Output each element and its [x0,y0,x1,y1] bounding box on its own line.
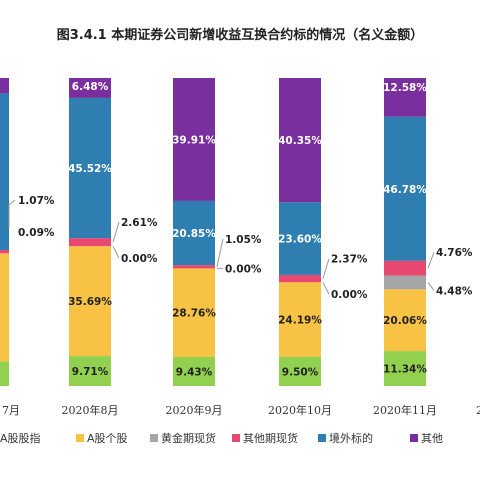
legend: A股股指 A股个股 黄金期现货 其他期现货 境外标的 其他 [0,431,443,445]
bar-segment [279,202,321,275]
bar-segment-partial-1 [0,253,9,362]
callout-label-partial-0: 1.07% [18,195,55,207]
x-axis-ticks: 7月 2020年8月 2020年9月 2020年10月 2020年11月 2 [2,403,480,417]
bar-segment [279,274,321,283]
legend-swatch [232,434,240,442]
leader-line [427,282,435,291]
data-label: 45.52% [68,163,112,175]
data-label: 11.34% [383,364,427,376]
bar-segment [69,356,111,386]
legend-label: A股股指 [0,431,41,445]
data-label: 20.85% [172,228,216,240]
data-label: 6.48% [72,81,109,93]
bar-segment [173,78,215,201]
x-tick-label: 2020年10月 [268,403,332,417]
bar-segment [384,351,426,386]
callout-label: 2.61% [121,217,158,229]
bar-segment-partial-5 [0,78,9,94]
callout-label: 0.00% [331,289,368,301]
callout-label: 2.37% [331,254,368,266]
callout-label-partial-1: 0.09% [18,227,55,239]
x-tick-label: 7月 [2,404,20,417]
bar-segment [69,238,111,247]
bar-segment [384,116,426,261]
leader-line [216,238,224,267]
data-label: 23.60% [278,234,322,246]
callout-label: 4.76% [436,247,473,259]
leader-line [427,251,435,269]
bar-segment [384,260,426,276]
leader-line-partial [8,199,16,227]
bar-segment [173,200,215,266]
callout-label: 0.00% [225,263,262,275]
bar-segment [173,265,215,269]
bar-segment [173,356,215,386]
bar-segment [279,77,321,203]
leader-line [322,258,330,279]
bar-segment [69,246,111,357]
data-label-layer: 1.07% 0.09% 9.71% 35.69% 45.52% 6.48% 2.61% 0.0… [8,81,473,378]
legend-label: 其他期现货 [243,431,298,445]
bar-segment [69,97,111,239]
bar-segment-partial-4 [0,93,9,250]
data-label: 46.78% [383,184,427,196]
data-label: 9.71% [72,366,109,378]
x-tick-label: 2020年9月 [166,403,223,417]
bar-segment [173,268,215,357]
legend-label: 境外标的 [329,431,373,445]
leader-line [112,222,120,243]
data-label: 28.76% [172,308,216,320]
data-label: 24.19% [278,314,322,326]
legend-swatch [76,434,84,442]
legend-swatch [150,434,158,442]
leader-line [112,245,120,259]
bar-segment [384,289,426,352]
data-label: 20.06% [383,315,427,327]
bar-segment [69,77,111,98]
bar-layer [0,77,426,386]
legend-label: 黄金期现货 [161,431,216,445]
legend-swatch [410,434,418,442]
legend-label: A股个股 [87,432,128,445]
chart-title: 图3.4.1 本期证券公司新增收益互换合约标的情况（名义金额） [56,28,424,43]
bar-segment-partial-0 [0,361,9,386]
callout-label: 1.05% [225,234,262,246]
callout-label: 4.48% [436,285,473,297]
data-label: 12.58% [383,82,427,94]
data-label: 40.35% [278,135,322,147]
bar-segment [279,356,321,386]
bar-segment [279,282,321,357]
data-label: 9.50% [282,366,319,378]
data-label: 9.43% [176,366,213,378]
legend-swatch [318,434,326,442]
legend-label: 其他 [421,432,443,445]
bar-segment [384,275,426,290]
data-label: 39.91% [172,134,216,146]
x-tick-label: 2020年11月 [373,403,437,417]
bar-segment-partial-3 [0,249,9,254]
data-label: 35.69% [68,296,112,308]
x-tick-label: 2 [476,404,480,417]
leader-line [322,282,330,295]
callout-label: 0.00% [121,253,158,265]
bar-segment [384,78,426,117]
x-tick-label: 2020年8月 [62,403,119,417]
